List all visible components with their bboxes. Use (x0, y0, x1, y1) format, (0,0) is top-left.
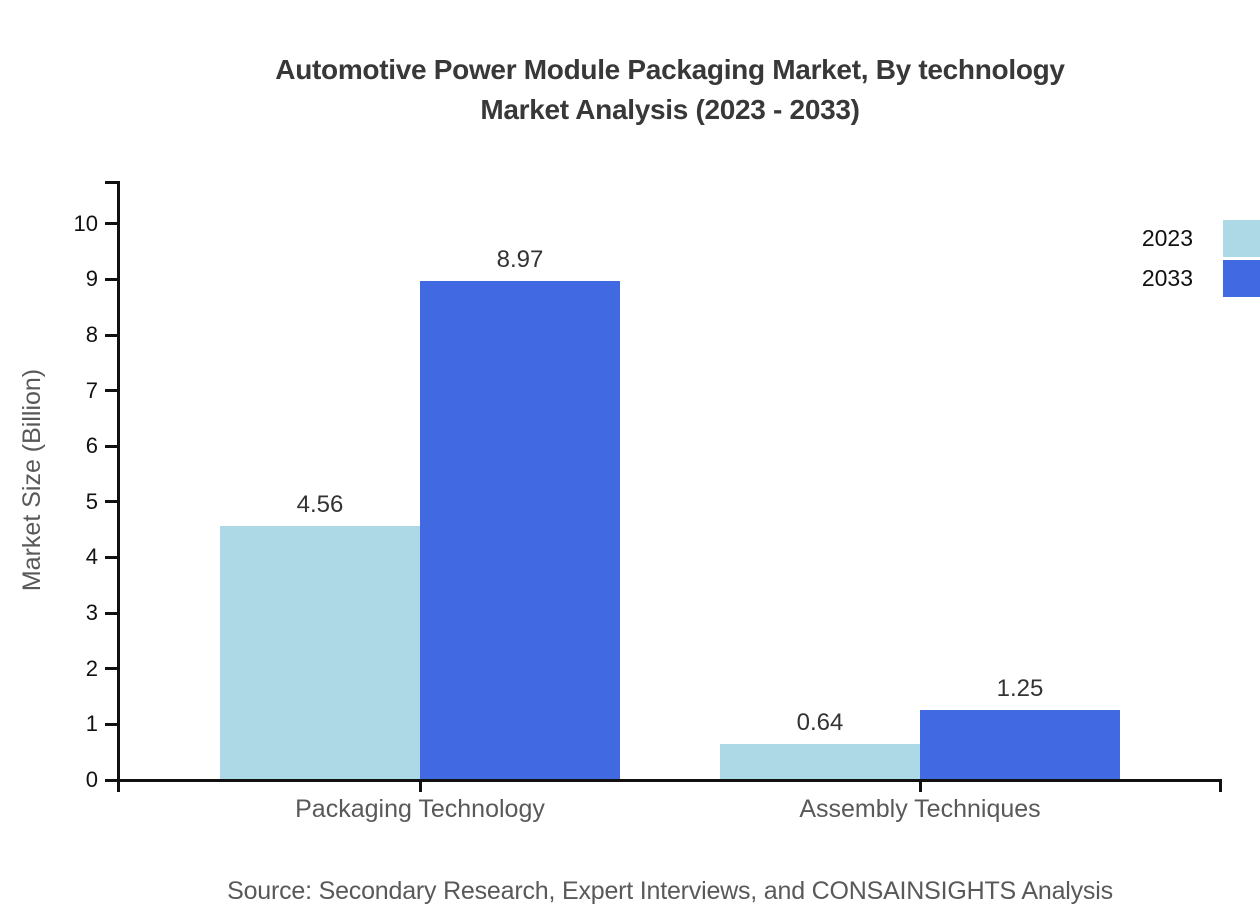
y-tick (105, 333, 117, 337)
y-tick (105, 277, 117, 281)
source-attribution: Source: Secondary Research, Expert Inter… (227, 877, 1113, 905)
legend-label-2033: 2033 (1141, 265, 1193, 291)
x-category-label: Assembly Techniques (799, 795, 1041, 823)
bar-2023-assembly-techniques (720, 744, 920, 779)
y-tick (105, 500, 117, 504)
y-tick-label: 1 (85, 711, 98, 736)
y-tick-label: 0 (85, 767, 98, 792)
bar-2033-assembly-techniques (920, 710, 1120, 779)
chart-title-line-2: Market Analysis (2023 - 2033) (480, 94, 860, 125)
bar-2023-packaging-technology (220, 526, 420, 779)
x-tick (418, 779, 422, 792)
bar-2033-packaging-technology (420, 281, 620, 779)
bar-value-label: 1.25 (996, 675, 1044, 702)
bar-value-label: 4.56 (296, 491, 344, 518)
y-tick-label: 4 (85, 544, 98, 569)
legend-swatch-2033 (1223, 260, 1260, 297)
y-tick (105, 667, 117, 671)
y-tick-label: 2 (85, 656, 98, 681)
y-tick (105, 778, 117, 782)
y-axis-title: Market Size (Billion) (18, 368, 46, 592)
y-tick (105, 611, 117, 615)
y-axis-end-cap (105, 181, 117, 184)
y-tick (105, 444, 117, 448)
x-tick (918, 779, 922, 792)
y-tick (105, 556, 117, 559)
y-tick (105, 722, 117, 726)
x-axis-line (105, 779, 1221, 782)
legend-label-2023: 2023 (1141, 225, 1193, 251)
y-tick-label: 7 (85, 378, 98, 403)
y-tick-label: 8 (85, 322, 98, 347)
y-tick (105, 222, 117, 226)
y-tick-label: 3 (85, 600, 98, 625)
x-axis-end-cap (1219, 779, 1222, 792)
bar-value-label: 0.64 (796, 709, 844, 736)
y-tick (105, 389, 117, 393)
chart-title-line-1: Automotive Power Module Packaging Market… (275, 54, 1065, 85)
y-tick-label: 10 (73, 211, 98, 236)
bar-value-label: 8.97 (496, 246, 544, 273)
x-category-label: Packaging Technology (295, 795, 545, 823)
y-tick-label: 5 (85, 489, 98, 514)
legend-swatch-2023 (1223, 220, 1260, 257)
y-axis-line (117, 181, 120, 792)
y-tick-label: 6 (85, 433, 98, 458)
y-tick-label: 9 (85, 266, 98, 291)
chart-title: Automotive Power Module Packaging Market… (120, 50, 1220, 130)
